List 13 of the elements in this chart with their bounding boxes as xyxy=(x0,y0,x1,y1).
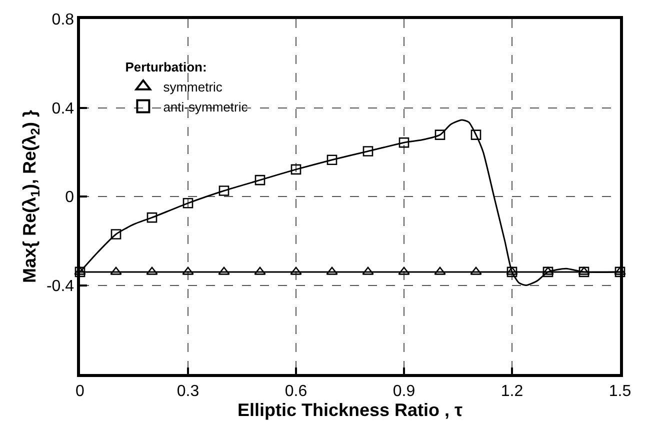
y-tick-label: 0.8 xyxy=(52,12,74,29)
y-tick-label: -0.4 xyxy=(46,278,74,295)
x-tick-label: 0.3 xyxy=(176,382,200,400)
x-tick-label: 1.2 xyxy=(500,382,524,400)
x-tick-label: 0.6 xyxy=(284,382,308,400)
legend-title: Perturbation: xyxy=(125,59,207,74)
x-tick-label: 0.9 xyxy=(392,382,416,400)
x-tick-label: 1.5 xyxy=(608,382,632,400)
legend-label: symmetric xyxy=(163,79,223,94)
y-tick-label: 0.4 xyxy=(52,100,74,118)
legend-label: anti-symmetric xyxy=(163,99,248,114)
y-tick-label: 0 xyxy=(65,189,74,206)
x-axis-title: Elliptic Thickness Ratio , τ xyxy=(237,400,463,420)
